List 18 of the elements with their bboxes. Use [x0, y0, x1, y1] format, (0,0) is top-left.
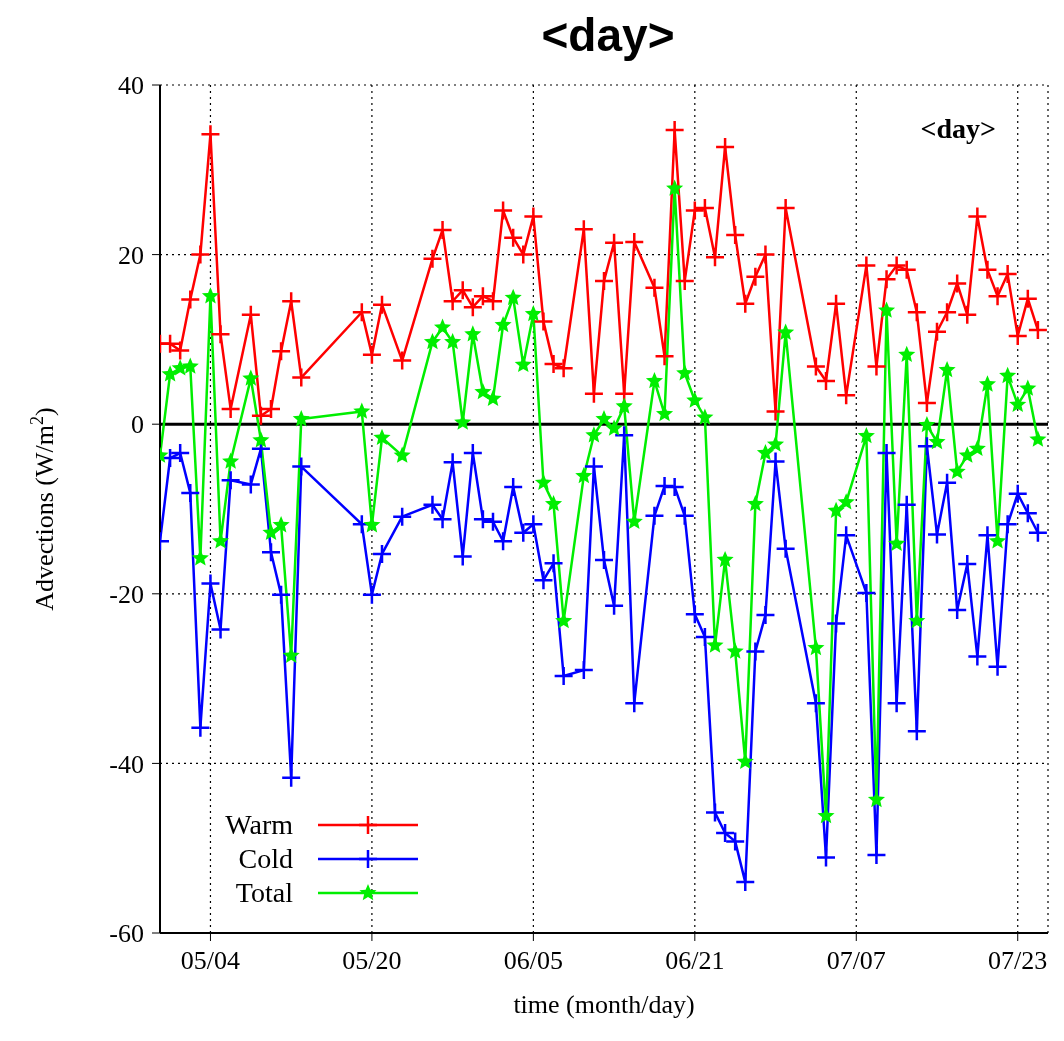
x-tick-label: 05/04 [180, 946, 241, 976]
legend-label: Total [234, 877, 293, 909]
x-tick-label: 06/21 [665, 946, 725, 976]
x-tick-label: 05/20 [342, 946, 402, 976]
x-tick-label: 07/23 [988, 946, 1048, 976]
legend-label: Warm [224, 809, 293, 841]
text: <day> [540, 8, 676, 62]
y-tick-label: 20 [118, 240, 144, 270]
y-tick-label: -20 [109, 580, 144, 610]
legend-label: Cold [237, 843, 293, 875]
y-tick-label: 0 [131, 410, 144, 440]
x-tick-label: 07/07 [826, 946, 886, 976]
x-tick-label: 06/05 [503, 946, 563, 976]
x-axis-title: time (month/day) [513, 990, 695, 1019]
y-tick-label: 40 [118, 71, 144, 101]
y-tick-label: -60 [109, 919, 144, 949]
y-tick-label: -40 [109, 749, 144, 779]
text: <day> [920, 113, 996, 145]
